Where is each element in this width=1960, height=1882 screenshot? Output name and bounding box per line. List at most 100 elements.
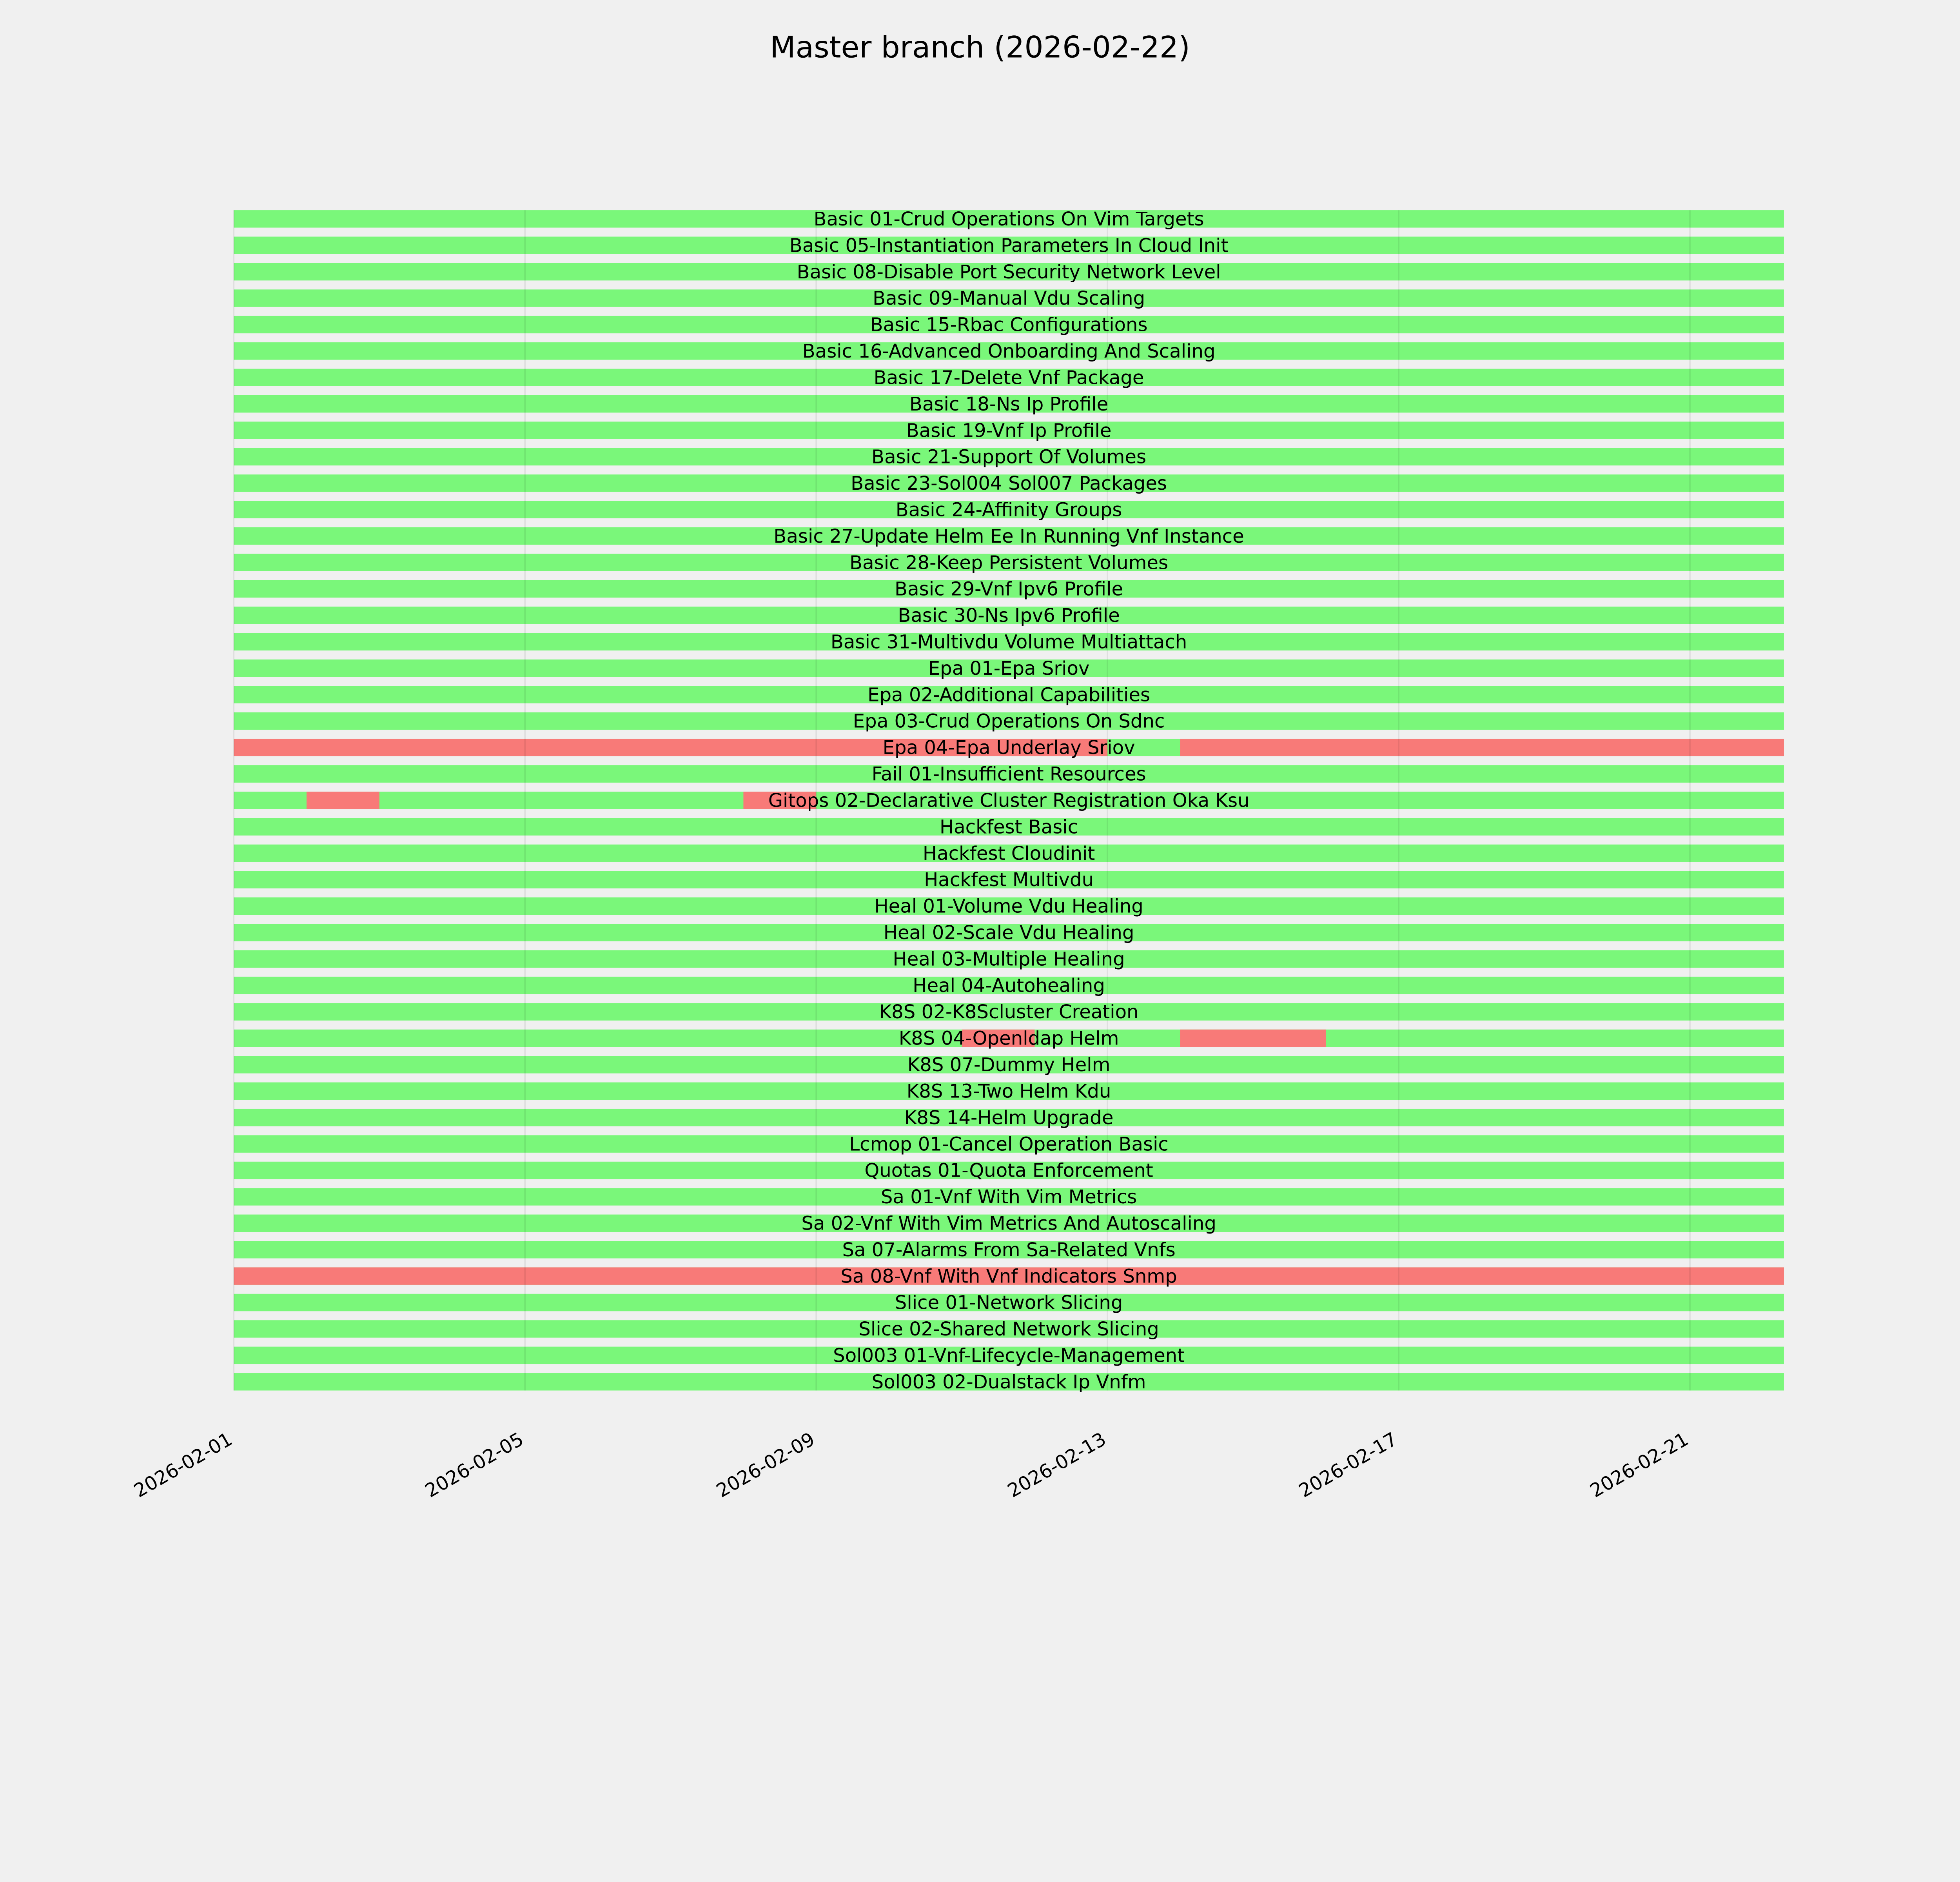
row-label: Basic 17-Delete Vnf Package: [874, 367, 1144, 389]
row-24: [234, 844, 1784, 862]
pass-bar: [234, 1346, 1784, 1364]
row-label: Basic 09-Manual Vdu Scaling: [873, 287, 1145, 309]
row-label: Basic 27-Update Helm Ee In Running Vnf I…: [773, 525, 1244, 547]
fail-bar: [743, 792, 817, 809]
row-label: Basic 16-Advanced Onboarding And Scaling: [802, 340, 1216, 362]
fail-bar: [234, 1267, 1784, 1285]
row-7: [234, 395, 1784, 413]
row-label: Heal 04-Autohealing: [913, 975, 1105, 997]
pass-bar: [234, 289, 1784, 307]
row-18: [234, 686, 1784, 703]
row-9: [234, 448, 1784, 466]
row-27: [234, 924, 1784, 941]
row-8: [234, 421, 1784, 439]
row-3: [234, 289, 1784, 307]
pass-bar: [234, 1056, 1784, 1074]
pass-bar: [234, 369, 1784, 386]
pass-bar: [234, 844, 1784, 862]
pass-bar: [234, 421, 1784, 439]
row-label: Basic 28-Keep Persistent Volumes: [849, 552, 1168, 574]
pass-bar: [234, 976, 1784, 994]
pass-bar: [234, 236, 1784, 254]
fail-bar: [1180, 739, 1784, 756]
row-36: [234, 1161, 1784, 1179]
row-label: Basic 23-Sol004 Sol007 Packages: [851, 472, 1167, 494]
row-label: Hackfest Multivdu: [924, 869, 1094, 891]
pass-bar: [234, 1082, 1784, 1100]
row-label: Basic 31-Multivdu Volume Multiattach: [831, 631, 1187, 653]
row-label: K8S 07-Dummy Helm: [907, 1054, 1111, 1076]
timeline-chart: Master branch (2026-02-22) Basic 01-Crud…: [130, 30, 1784, 1502]
row-41: [234, 1293, 1784, 1312]
pass-bar: [234, 686, 1784, 703]
pass-bar: [234, 633, 1784, 651]
row-38: [234, 1214, 1784, 1232]
pass-bar: [234, 897, 1784, 915]
pass-bar: [234, 554, 1784, 571]
row-label: Epa 03-Crud Operations On Sdnc: [853, 710, 1165, 732]
row-29: [234, 976, 1784, 994]
row-14: [234, 580, 1784, 598]
row-23: [234, 818, 1784, 836]
row-label: Basic 18-Ns Ip Profile: [909, 393, 1108, 415]
pass-bar: [234, 395, 1784, 413]
row-label: Basic 30-Ns Ipv6 Profile: [898, 605, 1120, 627]
row-19: [234, 712, 1784, 730]
row-label: Epa 04-Epa Underlay Sriov: [883, 737, 1135, 759]
row-label: K8S 13-Two Helm Kdu: [907, 1080, 1111, 1102]
row-21: [234, 765, 1784, 783]
row-label: Basic 19-Vnf Ip Profile: [906, 420, 1112, 441]
row-label: Gitops 02-Declarative Cluster Registrati…: [768, 790, 1250, 812]
row-label: Sa 07-Alarms From Sa-Related Vnfs: [842, 1239, 1175, 1261]
pass-bar: [234, 607, 1784, 624]
row-label: Hackfest Basic: [940, 816, 1078, 838]
pass-bar: [234, 1003, 1784, 1021]
pass-bar: [234, 263, 1784, 281]
pass-bar: [234, 527, 1784, 545]
row-2: [234, 263, 1784, 281]
rows: [234, 210, 1784, 1391]
row-label: Slice 02-Shared Network Slicing: [858, 1318, 1159, 1340]
pass-bar: [234, 1188, 1784, 1206]
pass-bar: [234, 1320, 1784, 1338]
row-10: [234, 474, 1784, 492]
row-22: [234, 792, 1784, 809]
fail-bar: [307, 792, 379, 809]
grid: [233, 210, 1691, 1391]
pass-bar: [234, 474, 1784, 492]
row-label: Lcmop 01-Cancel Operation Basic: [849, 1133, 1169, 1155]
fail-bar: [1180, 1029, 1326, 1047]
row-label: K8S 04-Openldap Helm: [899, 1028, 1119, 1050]
row-label: Sa 08-Vnf With Vnf Indicators Snmp: [840, 1265, 1177, 1287]
pass-bar: [234, 501, 1784, 519]
pass-bar: [234, 1135, 1784, 1153]
row-12: [234, 527, 1784, 545]
row-37: [234, 1188, 1784, 1206]
row-label: Heal 01-Volume Vdu Healing: [874, 896, 1143, 917]
pass-bar: [234, 448, 1784, 466]
row-28: [234, 950, 1784, 968]
fail-bar: [234, 739, 1108, 756]
row-1: [234, 236, 1784, 254]
pass-bar: [234, 210, 1784, 228]
row-label: Epa 01-Epa Sriov: [928, 658, 1090, 679]
row-label: Basic 29-Vnf Ipv6 Profile: [895, 578, 1123, 600]
row-43: [234, 1346, 1784, 1364]
pass-bar: [234, 871, 1784, 888]
pass-bar: [234, 342, 1784, 360]
row-20: [234, 739, 1784, 756]
row-17: [234, 659, 1784, 677]
row-label: Basic 01-Crud Operations On Vim Targets: [814, 208, 1204, 230]
fail-bar: [962, 1029, 1035, 1047]
pass-bar: [234, 950, 1784, 968]
row-label: Basic 05-Instantiation Parameters In Clo…: [789, 234, 1229, 256]
row-39: [234, 1241, 1784, 1259]
row-label: Basic 24-Affinity Groups: [896, 499, 1122, 521]
row-25: [234, 871, 1784, 888]
row-label: Heal 03-Multiple Healing: [893, 948, 1125, 970]
row-label: Slice 01-Network Slicing: [895, 1292, 1123, 1314]
row-label: Quotas 01-Quota Enforcement: [864, 1160, 1153, 1182]
row-label: K8S 02-K8Scluster Creation: [879, 1001, 1139, 1023]
row-label: Basic 21-Support Of Volumes: [871, 446, 1146, 468]
row-label: Sa 01-Vnf With Vim Metrics: [881, 1186, 1137, 1208]
